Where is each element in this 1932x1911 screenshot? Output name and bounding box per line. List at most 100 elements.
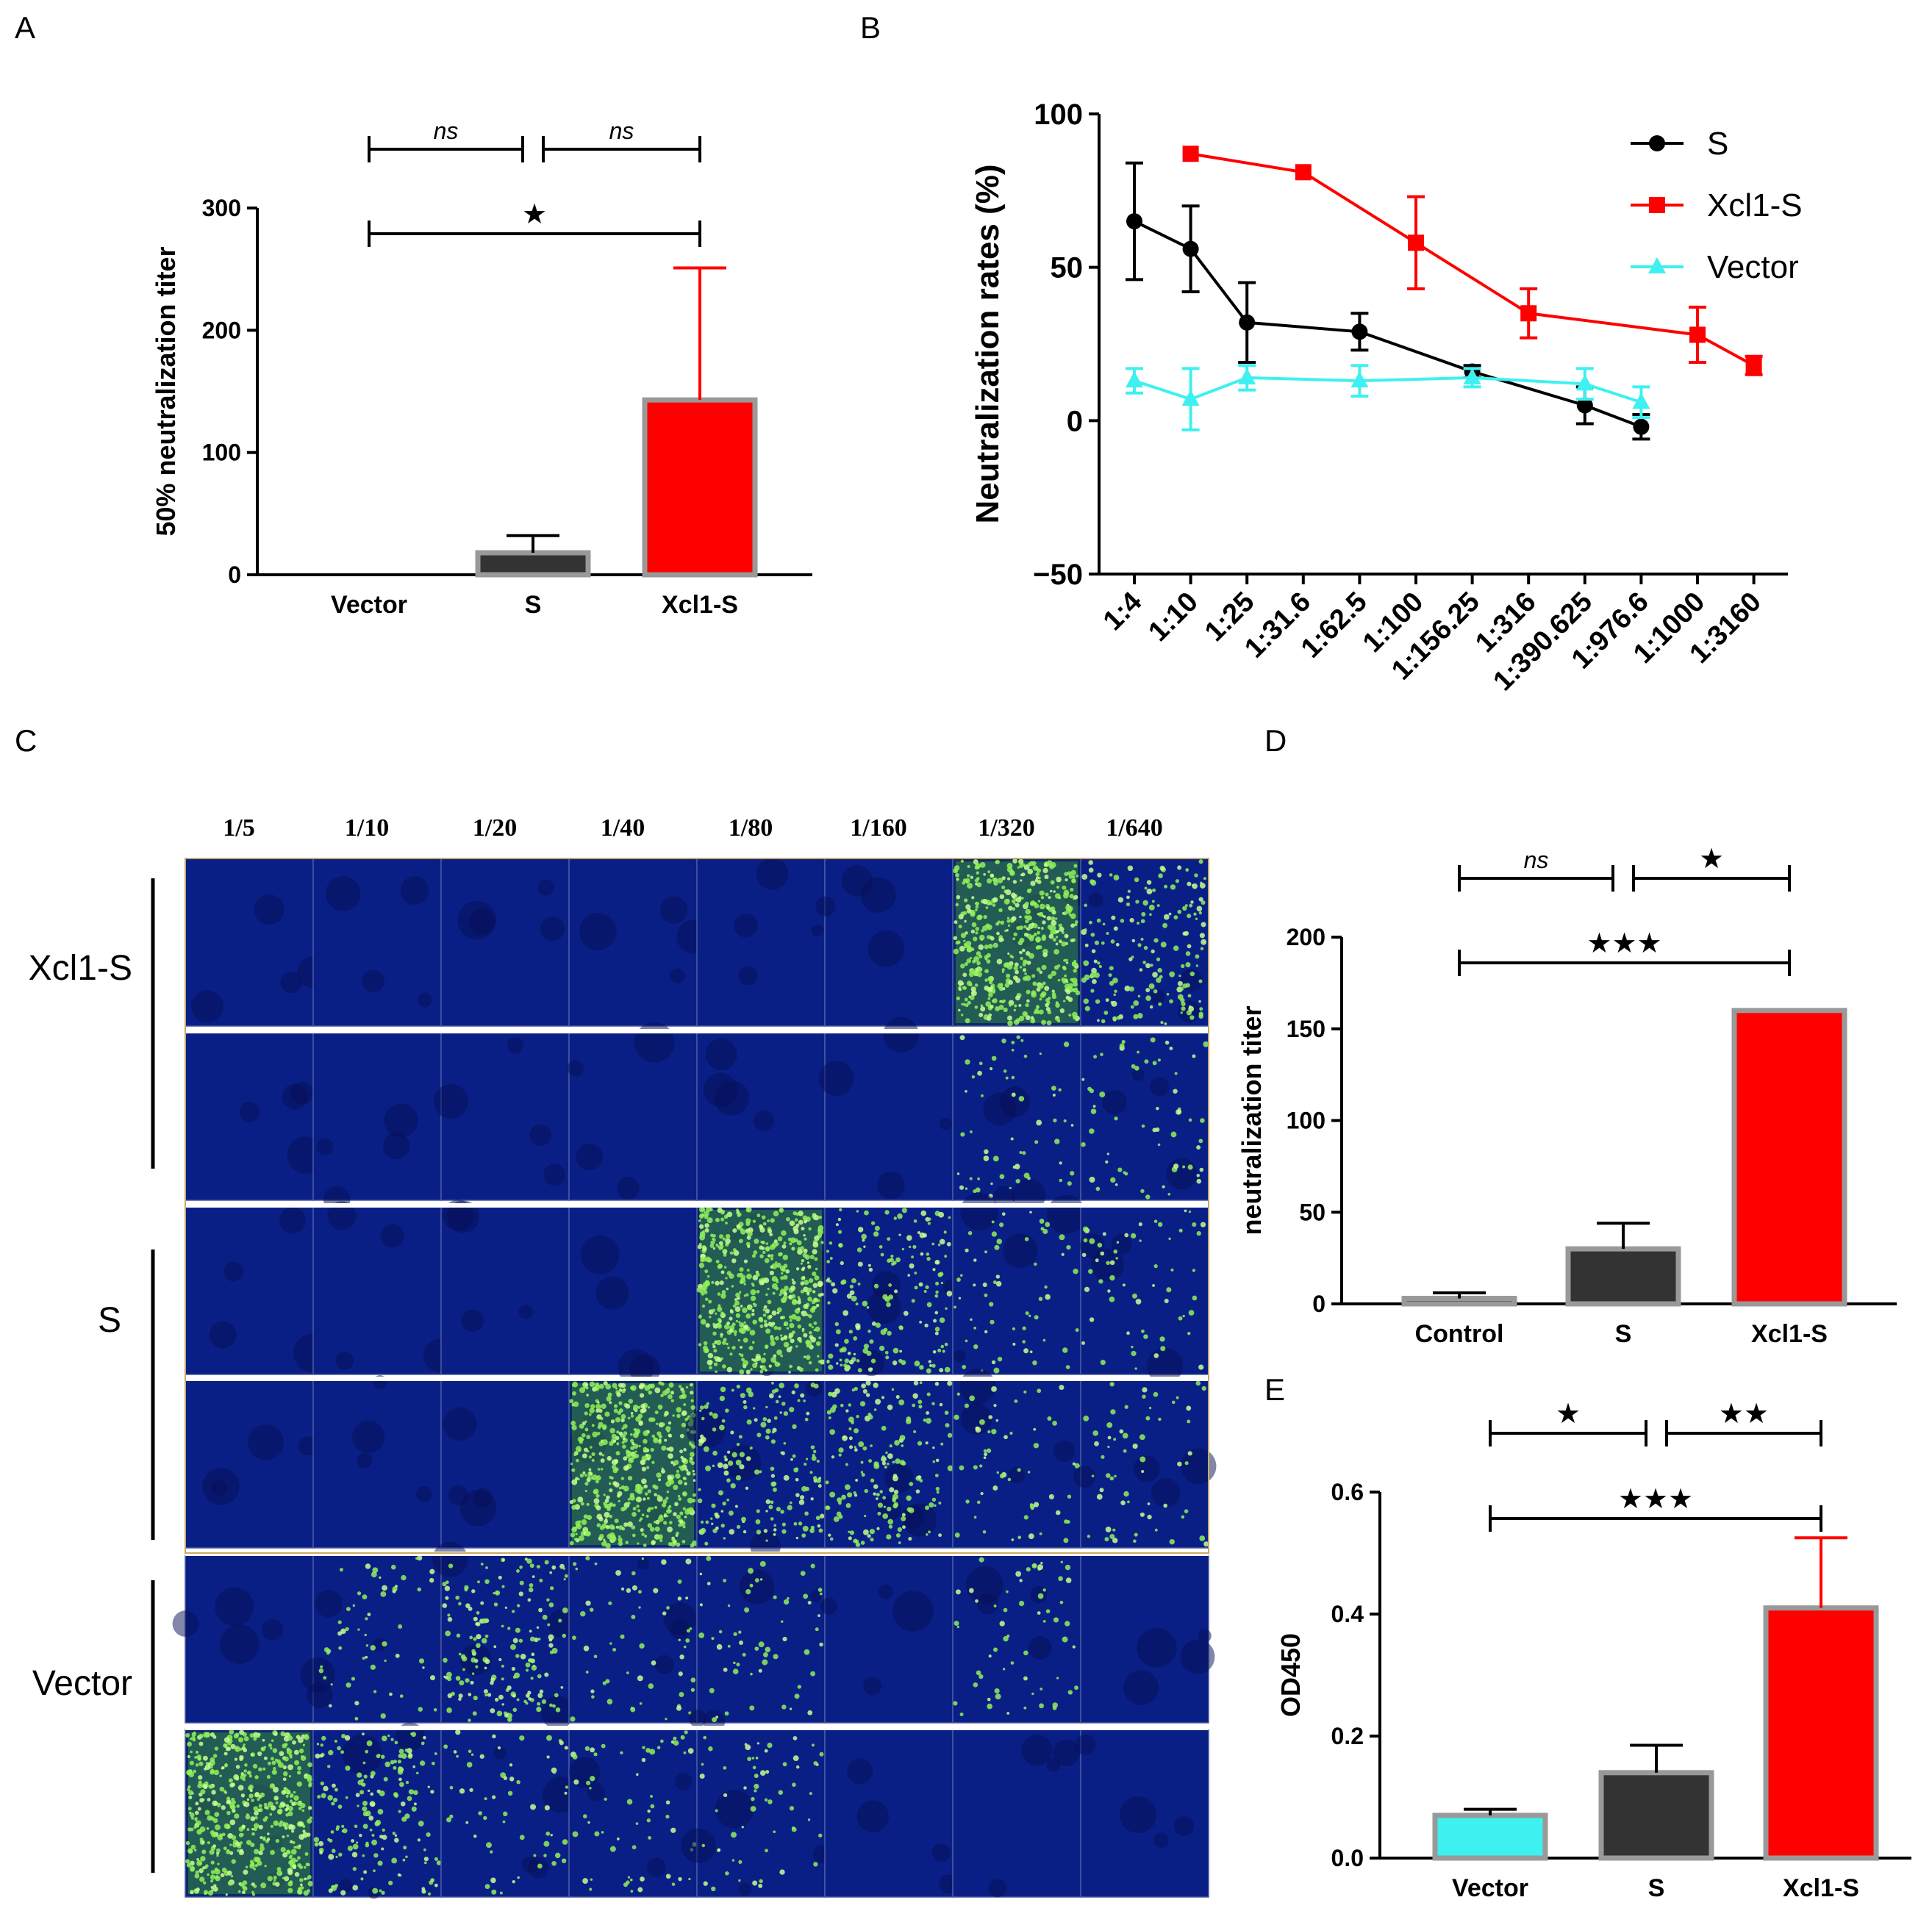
row-separator bbox=[185, 1726, 1209, 1730]
tile-shadow bbox=[884, 1463, 915, 1494]
tile-shadow bbox=[209, 1321, 237, 1349]
infected-cell bbox=[620, 1587, 625, 1591]
x-tick-label: Xcl1-S bbox=[1751, 1320, 1828, 1348]
infected-cell bbox=[791, 1278, 795, 1281]
infected-cell bbox=[1059, 1161, 1062, 1165]
infected-cell bbox=[748, 1345, 754, 1351]
infected-cell bbox=[345, 1796, 348, 1799]
infected-cell bbox=[237, 1890, 241, 1893]
infected-cell bbox=[963, 942, 967, 947]
infected-cell bbox=[797, 1336, 802, 1342]
infected-cell bbox=[297, 1737, 304, 1743]
infected-cell bbox=[517, 1876, 520, 1879]
infected-cell bbox=[647, 1523, 653, 1528]
infected-cell bbox=[1089, 1317, 1095, 1322]
infected-cell bbox=[678, 1497, 682, 1501]
infected-cell bbox=[660, 1394, 664, 1397]
infected-cell bbox=[673, 1736, 677, 1740]
infected-cell bbox=[1091, 1474, 1095, 1477]
infected-cell bbox=[811, 1455, 817, 1461]
infected-cell bbox=[596, 1414, 602, 1420]
infected-cell bbox=[993, 1404, 997, 1408]
infected-cell bbox=[771, 1382, 774, 1385]
panel-label-a: A bbox=[15, 10, 35, 45]
infected-cell bbox=[770, 1439, 776, 1444]
infected-cell bbox=[864, 1488, 868, 1494]
infected-cell bbox=[746, 1269, 750, 1272]
infected-cell bbox=[752, 1765, 756, 1770]
infected-cell bbox=[411, 1732, 417, 1738]
infected-cell bbox=[331, 1849, 336, 1854]
infected-cell bbox=[794, 1238, 798, 1243]
infected-cell bbox=[708, 1746, 713, 1752]
infected-cell bbox=[1033, 1443, 1040, 1449]
tile-shadow bbox=[1137, 1627, 1177, 1668]
infected-cell bbox=[620, 1634, 625, 1639]
y-tick-label: 150 bbox=[1287, 1016, 1325, 1042]
infected-cell bbox=[678, 1671, 683, 1677]
infected-cell bbox=[999, 894, 1005, 900]
infected-cell bbox=[984, 985, 990, 991]
infected-cell bbox=[1089, 1128, 1095, 1134]
infected-cell bbox=[602, 1425, 607, 1430]
infected-cell bbox=[1063, 1538, 1069, 1544]
infected-cell bbox=[670, 1399, 674, 1402]
infected-cell bbox=[873, 1383, 879, 1388]
infected-cell bbox=[579, 1440, 583, 1444]
infected-cell bbox=[212, 1886, 218, 1892]
microscopy-tile bbox=[696, 1206, 831, 1377]
infected-cell bbox=[684, 1730, 688, 1735]
infected-cell bbox=[337, 1746, 341, 1751]
infected-cell bbox=[293, 1790, 296, 1794]
infected-cell bbox=[654, 1505, 658, 1509]
infected-cell bbox=[263, 1802, 268, 1807]
tile-shadow bbox=[878, 1584, 893, 1599]
infected-cell bbox=[860, 1541, 865, 1545]
infected-cell bbox=[920, 1210, 927, 1216]
infected-cell bbox=[723, 1667, 728, 1672]
infected-cell bbox=[667, 1474, 672, 1480]
infected-cell bbox=[196, 1820, 201, 1826]
infected-cell bbox=[889, 1444, 892, 1448]
infected-cell bbox=[797, 1308, 801, 1311]
infected-cell bbox=[870, 1358, 876, 1363]
infected-cell bbox=[1045, 997, 1050, 1003]
infected-cell bbox=[661, 1502, 667, 1507]
infected-cell bbox=[317, 1795, 321, 1799]
infected-cell bbox=[1001, 876, 1006, 881]
infected-cell bbox=[892, 1460, 895, 1464]
infected-cell bbox=[887, 1258, 891, 1263]
infected-cell bbox=[679, 1433, 684, 1438]
infected-cell bbox=[884, 1210, 890, 1215]
infected-cell bbox=[1009, 954, 1013, 958]
microscopy-tile bbox=[185, 1206, 333, 1375]
infected-cell bbox=[1028, 861, 1034, 867]
infected-cell bbox=[607, 1699, 613, 1704]
infected-cell bbox=[1019, 861, 1022, 864]
infected-cell bbox=[279, 1751, 285, 1757]
infected-cell bbox=[771, 1430, 775, 1434]
dilution-label: 1/320 bbox=[978, 814, 1034, 842]
infected-cell bbox=[1023, 1676, 1028, 1681]
infected-cell bbox=[526, 1558, 532, 1564]
infected-cell bbox=[569, 1541, 574, 1546]
infected-cell bbox=[789, 1322, 795, 1329]
infected-cell bbox=[629, 1878, 633, 1882]
infected-cell bbox=[570, 1532, 576, 1538]
infected-cell bbox=[216, 1854, 219, 1857]
tile-shadow bbox=[681, 1828, 716, 1863]
infected-cell bbox=[273, 1732, 278, 1736]
infected-cell bbox=[187, 1755, 190, 1759]
infected-cell bbox=[1011, 1075, 1015, 1080]
infected-cell bbox=[990, 1004, 994, 1009]
infected-cell bbox=[777, 1363, 781, 1366]
infected-cell bbox=[327, 1795, 333, 1801]
data-point bbox=[1576, 397, 1593, 414]
infected-cell bbox=[1055, 1003, 1060, 1008]
infected-cell bbox=[814, 1235, 820, 1241]
infected-cell bbox=[1088, 867, 1094, 873]
infected-cell bbox=[1028, 888, 1032, 892]
infected-cell bbox=[1157, 1143, 1161, 1147]
infected-cell bbox=[968, 972, 974, 978]
infected-cell bbox=[1184, 1509, 1189, 1513]
